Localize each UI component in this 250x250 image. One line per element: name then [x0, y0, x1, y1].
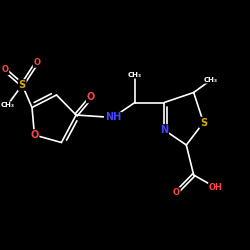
Text: CH₃: CH₃	[128, 72, 142, 78]
Text: O: O	[34, 58, 40, 67]
Text: O: O	[30, 130, 38, 140]
Text: NH: NH	[105, 112, 121, 122]
Text: CH₃: CH₃	[0, 102, 14, 108]
Text: CH₃: CH₃	[204, 77, 218, 83]
Text: S: S	[19, 80, 26, 90]
Text: O: O	[2, 66, 8, 74]
Text: N: N	[160, 125, 168, 135]
Text: OH: OH	[209, 183, 223, 192]
Text: O: O	[87, 92, 95, 102]
Text: O: O	[173, 188, 180, 197]
Text: S: S	[200, 118, 207, 128]
